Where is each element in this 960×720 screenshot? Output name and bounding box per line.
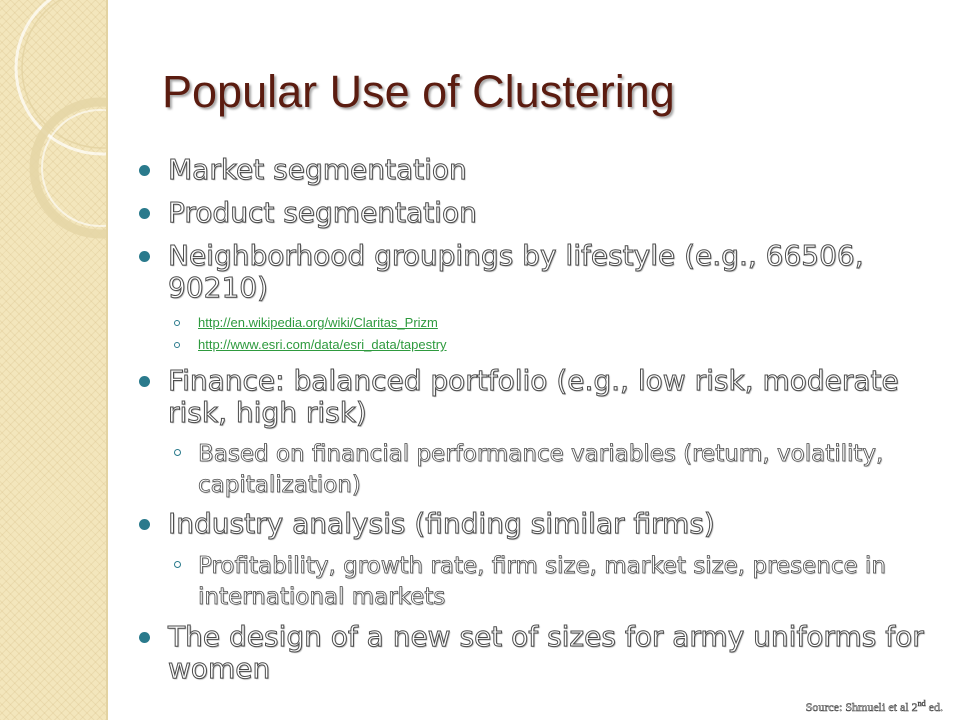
source-suffix: ed. bbox=[925, 700, 943, 715]
bullet-dot-icon bbox=[139, 165, 150, 176]
sub-bullet-text: Profitability, growth rate, firm size, m… bbox=[198, 553, 887, 611]
bullet-neighborhood-groupings: Neighborhood groupings by lifestyle (e.g… bbox=[139, 239, 928, 304]
source-prefix: Source: Shmueli et al 2 bbox=[805, 700, 918, 715]
sub-bullet-link-esri: http://www.esri.com/data/esri_data/tapes… bbox=[174, 337, 798, 353]
link-claritas-prizm[interactable]: http://en.wikipedia.org/wiki/Claritas_Pr… bbox=[198, 315, 438, 330]
bullet-text: The design of a new set of sizes for arm… bbox=[168, 620, 925, 685]
sub-bullet-link-claritas: http://en.wikipedia.org/wiki/Claritas_Pr… bbox=[174, 315, 798, 331]
bullet-text: Industry analysis (finding similar firms… bbox=[168, 507, 716, 540]
source-superscript: nd bbox=[917, 699, 926, 709]
bullet-text: Product segmentation bbox=[168, 196, 478, 229]
sub-bullet-ring-icon bbox=[174, 342, 180, 348]
bullet-text: Finance: balanced portfolio (e.g., low r… bbox=[168, 364, 900, 429]
bullet-text: Neighborhood groupings by lifestyle (e.g… bbox=[168, 239, 865, 304]
bullet-dot-icon bbox=[139, 519, 150, 530]
decorative-sidebar bbox=[0, 0, 106, 720]
decorative-circles bbox=[14, 0, 106, 239]
sidebar-divider bbox=[106, 0, 108, 720]
bullet-army-uniforms: The design of a new set of sizes for arm… bbox=[139, 620, 928, 685]
sub-bullet-ring-icon bbox=[174, 449, 181, 456]
sub-bullet-text: Based on financial performance variables… bbox=[198, 441, 884, 499]
bullet-text: Market segmentation bbox=[168, 153, 468, 186]
bullet-dot-icon bbox=[139, 251, 150, 262]
sub-bullet-ring-icon bbox=[174, 320, 180, 326]
bullet-dot-icon bbox=[139, 632, 150, 643]
slide-title: Popular Use of Clustering bbox=[162, 66, 675, 117]
bullet-product-segmentation: Product segmentation bbox=[139, 196, 928, 229]
sub-bullet-profitability: Profitability, growth rate, firm size, m… bbox=[174, 551, 933, 613]
sub-bullet-ring-icon bbox=[174, 561, 181, 568]
bullet-finance: Finance: balanced portfolio (e.g., low r… bbox=[139, 364, 928, 429]
source-citation: Source: Shmueli et al 2nd ed. bbox=[805, 699, 943, 715]
bullet-industry-analysis: Industry analysis (finding similar firms… bbox=[139, 507, 928, 540]
bullet-dot-icon bbox=[139, 208, 150, 219]
bullet-dot-icon bbox=[139, 376, 150, 387]
bullet-market-segmentation: Market segmentation bbox=[139, 153, 928, 186]
link-esri-tapestry[interactable]: http://www.esri.com/data/esri_data/tapes… bbox=[198, 337, 447, 352]
sub-bullet-financial-variables: Based on financial performance variables… bbox=[174, 439, 933, 501]
